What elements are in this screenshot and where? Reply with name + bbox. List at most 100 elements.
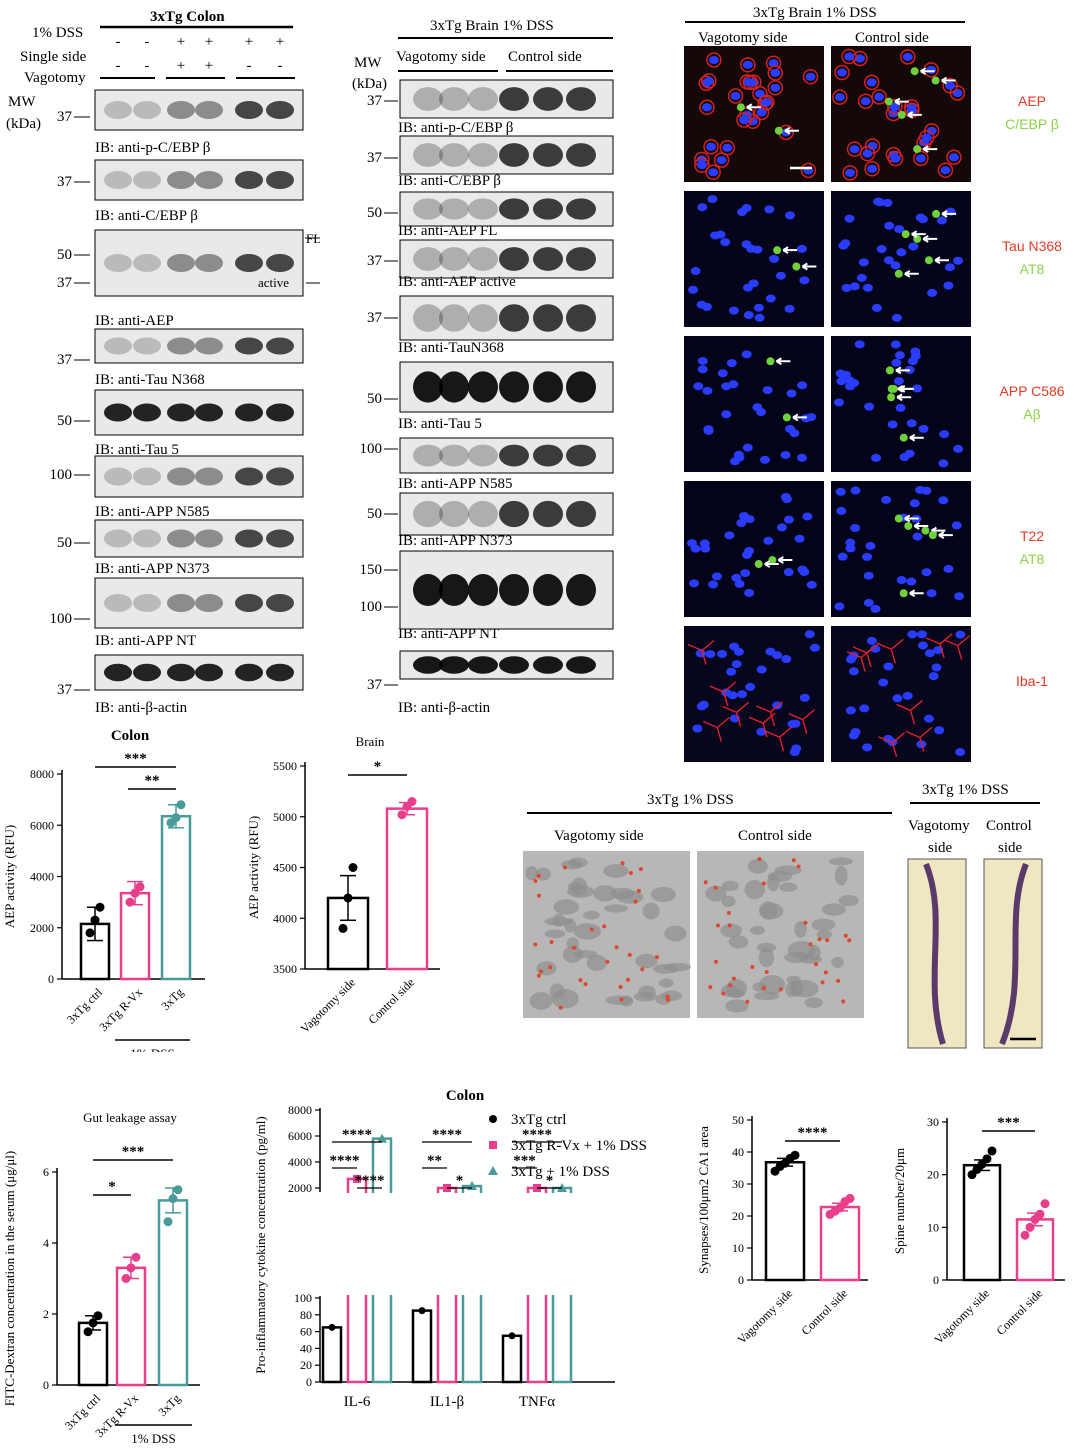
nucleus — [906, 419, 917, 428]
green-signal — [887, 384, 896, 393]
synapse-marker — [745, 999, 750, 1004]
significance-label: ** — [427, 1153, 442, 1169]
nucleus — [739, 511, 750, 520]
bar — [115, 1266, 147, 1387]
em-structure — [562, 946, 583, 964]
nucleus — [696, 161, 707, 170]
blot-label: IB: anti-AEP — [95, 313, 174, 329]
microglia — [877, 638, 904, 664]
y-tick-label: 20 — [927, 1168, 939, 1182]
data-point — [176, 800, 186, 810]
mw-marker: 50 — [57, 413, 72, 429]
synapse-marker — [721, 991, 726, 996]
blot-band — [566, 500, 596, 528]
nucleus — [689, 579, 700, 588]
em-structure — [725, 999, 749, 1013]
legend-marker — [489, 1141, 497, 1149]
x-tick-label: TNFα — [519, 1394, 555, 1410]
bar — [819, 1205, 861, 1282]
nucleus — [862, 552, 873, 561]
microglia — [943, 635, 971, 660]
nucleus — [844, 214, 855, 223]
nucleus — [890, 261, 901, 270]
blot-band — [499, 500, 529, 528]
em-structure — [726, 988, 745, 998]
arrow-indicator — [907, 110, 922, 119]
blot-label: IB: anti-Tau 5 — [95, 442, 179, 458]
nucleus — [863, 598, 874, 607]
data-point — [171, 813, 181, 823]
nucleus — [765, 647, 776, 656]
synapse-marker — [636, 888, 641, 893]
mw-marker: 37 — [57, 174, 73, 190]
nucleus — [707, 195, 718, 204]
row-label-dss: 1% DSS — [32, 25, 83, 41]
x-tick-label: IL-6 — [344, 1394, 371, 1410]
nucleus — [845, 706, 856, 715]
y-tick-label: 4000 — [30, 870, 54, 884]
blot-band — [439, 656, 469, 674]
arrow-indicator — [938, 531, 953, 539]
blot-band — [468, 247, 498, 271]
em-structure — [664, 925, 687, 942]
data-point — [130, 888, 140, 898]
em-structure — [603, 864, 629, 878]
nucleus — [881, 495, 892, 504]
blot-band — [499, 574, 529, 606]
green-signal — [782, 413, 791, 422]
nucleus — [742, 60, 753, 69]
data-point — [407, 797, 417, 807]
synapse-marker — [764, 969, 769, 974]
em-structure — [721, 895, 736, 908]
nucleus — [884, 221, 895, 230]
y-axis-label: AEP activity (RFU) — [246, 816, 261, 920]
green-signal — [921, 526, 930, 535]
axis-break-mask — [436, 1193, 458, 1295]
nucleus — [744, 588, 755, 597]
arrow-indicator — [941, 76, 956, 85]
chart-synapses: 0 10 20 30 40 50 Synapses/100μm2 CA1 area Vagot… — [696, 1113, 868, 1347]
nucleus — [882, 198, 893, 207]
data-point — [845, 1193, 855, 1203]
synapse-marker — [589, 927, 594, 932]
blot-band — [235, 337, 263, 355]
blot-band — [468, 304, 498, 332]
blot-band — [167, 101, 195, 119]
green-signal — [899, 589, 908, 598]
arrow-indicator — [894, 97, 909, 106]
y-tick-label: 4000 — [273, 911, 297, 925]
fl-arrow-label: FL — [306, 231, 320, 246]
nucleus — [722, 143, 733, 152]
nucleus — [721, 410, 732, 419]
if-vag-label: Vagotomy side — [698, 30, 788, 46]
nucleus — [710, 231, 721, 240]
em-structure — [658, 978, 674, 988]
cell-outline — [834, 64, 850, 81]
nucleus — [728, 306, 739, 315]
mw-marker: 37 — [57, 109, 73, 125]
blot-band — [566, 247, 596, 271]
blot-band — [104, 594, 132, 612]
if-green-marker: Aβ — [1023, 406, 1040, 422]
arrow-indicator — [909, 433, 924, 442]
blot-band — [533, 574, 563, 606]
nucleus — [849, 282, 860, 291]
nucleus — [862, 743, 873, 752]
blot-band — [104, 467, 132, 486]
synapse-marker — [620, 861, 625, 866]
nucleus — [938, 496, 949, 505]
if-red-marker: T22 — [1020, 528, 1044, 544]
blot-band — [235, 101, 263, 119]
nucleus — [781, 655, 792, 664]
nucleus — [789, 429, 800, 438]
em-structure — [593, 885, 618, 902]
nucleus — [896, 576, 907, 585]
bar — [1015, 1218, 1055, 1282]
x-tick-label: Vagotomy side — [735, 1286, 796, 1347]
nucleus — [835, 487, 846, 496]
nucleus — [848, 667, 859, 676]
blot-band — [133, 594, 161, 612]
nucleus — [734, 579, 745, 588]
nucleus — [705, 650, 716, 659]
microglia — [756, 701, 783, 727]
